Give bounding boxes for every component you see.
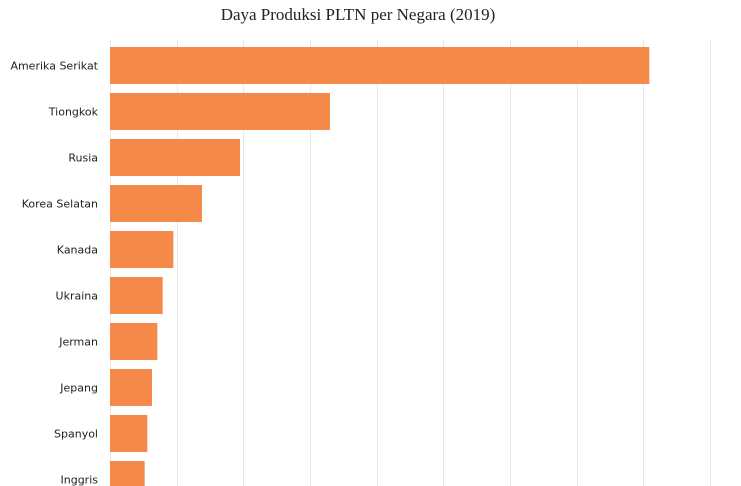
bar-rusia[interactable] <box>110 139 240 176</box>
bars <box>110 47 650 486</box>
category-label-ukraina: Ukraina <box>56 290 98 303</box>
category-label-kanada: Kanada <box>57 244 98 257</box>
bar-tiongkok[interactable] <box>110 93 330 130</box>
bar-jepang[interactable] <box>110 369 152 406</box>
bar-amerika-serikat[interactable] <box>110 47 650 84</box>
bar-jerman[interactable] <box>110 323 158 360</box>
category-labels: Amerika Serikat Tiongkok Rusia Korea Selata… <box>10 60 98 486</box>
category-label-inggris: Inggris <box>61 474 99 486</box>
chart-title: Daya Produksi PLTN per Negara (2019) <box>221 5 496 24</box>
category-label-amerika-serikat: Amerika Serikat <box>10 60 98 73</box>
category-label-tiongkok: Tiongkok <box>48 106 99 119</box>
category-label-jerman: Jerman <box>58 336 98 349</box>
bar-korea-selatan[interactable] <box>110 185 202 222</box>
category-label-korea-selatan: Korea Selatan <box>22 198 98 211</box>
category-label-jepang: Jepang <box>59 382 98 395</box>
bar-ukraina[interactable] <box>110 277 163 314</box>
bar-inggris[interactable] <box>110 461 145 486</box>
bar-spanyol[interactable] <box>110 415 148 452</box>
category-label-spanyol: Spanyol <box>54 428 98 441</box>
category-label-rusia: Rusia <box>68 152 98 165</box>
bar-kanada[interactable] <box>110 231 174 268</box>
